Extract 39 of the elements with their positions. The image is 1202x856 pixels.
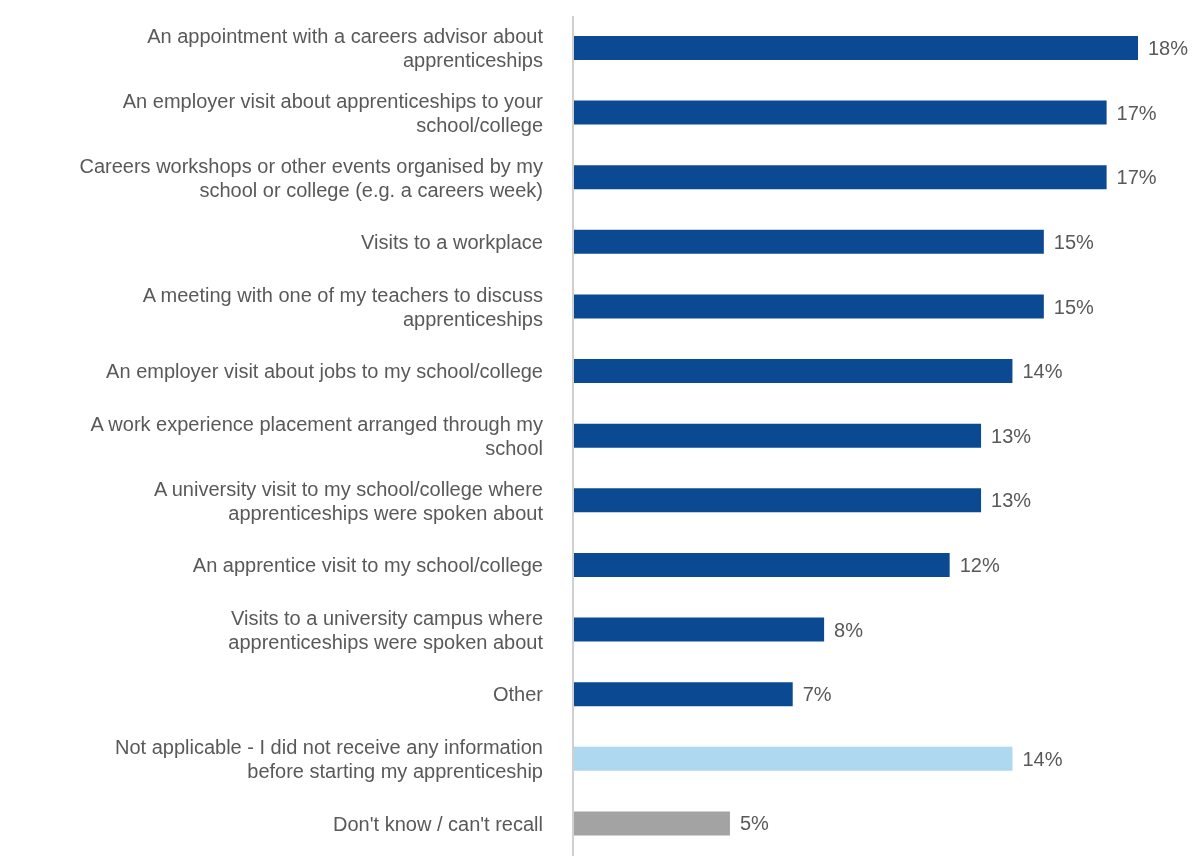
data-label: 17%	[1116, 101, 1157, 124]
bar	[573, 552, 950, 577]
bar	[573, 423, 982, 448]
data-label: 15%	[1053, 295, 1095, 318]
y-tick-label: An employer visit about jobs to my school/college	[106, 360, 543, 383]
y-tick-label: A university visit to my school/college where apprenticeships were spoken about	[153, 477, 544, 524]
data-label: 13%	[991, 424, 1032, 447]
bar	[573, 359, 1013, 384]
data-label: 12%	[959, 554, 1000, 577]
data-label: 14%	[1022, 360, 1063, 383]
bar	[573, 100, 1107, 125]
data-label: 15%	[1053, 230, 1095, 253]
y-tick-label: Visits to a workplace	[361, 231, 543, 254]
y-tick-label: An apprentice visit to my school/college	[192, 554, 543, 577]
y-tick-label: Not applicable - I did not receive any information before starting my apprenticeship	[114, 736, 543, 783]
bar	[573, 165, 1107, 190]
y-tick-label: A meeting with one of my teachers to discuss apprenticeships	[142, 283, 543, 330]
bar	[573, 229, 1044, 254]
data-label: 5%	[739, 812, 770, 835]
y-tick-label: Other	[492, 683, 544, 706]
data-label: 7%	[802, 683, 832, 706]
bar	[573, 294, 1044, 319]
bar	[573, 36, 1138, 60]
y-tick-label: A work experience placement arranged through my school	[90, 413, 543, 459]
bar	[573, 682, 793, 707]
bar	[573, 746, 1013, 771]
data-label: 14%	[1022, 747, 1063, 770]
data-label: 8%	[834, 618, 864, 641]
bar	[573, 811, 730, 836]
data-label: 17%	[1116, 166, 1157, 189]
bar	[573, 617, 825, 642]
y-tick-label: Don't know / can't recall	[333, 812, 543, 835]
bar	[573, 488, 982, 513]
y-tick-label: Careers workshops or other events organised by my school or college (e.g. a careers week)	[79, 154, 543, 201]
y-tick-label: An employer visit about apprenticeships to your school/college	[122, 89, 544, 136]
data-label: 18%	[1148, 37, 1189, 60]
y-tick-label: An appointment with a careers advisor about apprenticeships	[147, 25, 544, 72]
y-tick-label: Visits to a university campus where apprenticeships were spoken about	[228, 606, 544, 653]
data-label: 13%	[991, 489, 1032, 512]
